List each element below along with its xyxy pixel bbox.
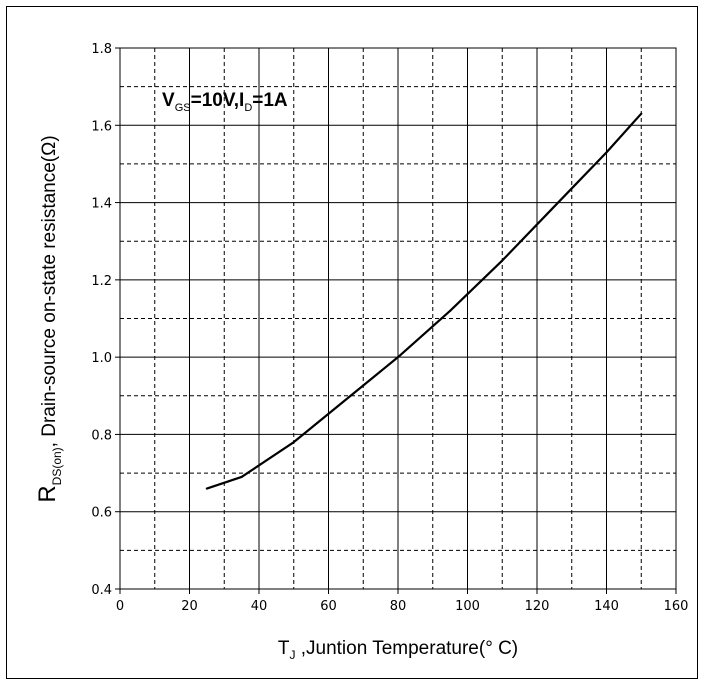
tick-labels: 0 20 40 60 80 100 120 140 160 0.4 0.6 0.8 1.0 1.2 1.4 1…: [91, 42, 688, 614]
x-tick-label: 20: [181, 599, 198, 614]
x-tick-label: 0: [116, 599, 124, 614]
annotation-i-rest: =1A: [252, 90, 288, 111]
x-tick-label: 100: [455, 599, 480, 614]
x-axis-label-sub: J: [289, 648, 295, 662]
y-tick-label: 1.6: [91, 119, 112, 134]
y-tick-label: 1.0: [91, 351, 112, 366]
x-tick-label: 60: [320, 599, 337, 614]
y-axis-label-main: R: [34, 485, 61, 502]
y-tick-label: 1.2: [91, 274, 112, 289]
y-axis-label-rest: , Drain-source on-state resistance(Ω): [39, 135, 60, 447]
x-tick-label: 160: [664, 599, 689, 614]
x-axis-label: TJ ,Juntion Temperature(° C): [278, 638, 518, 662]
series-line-rds-on: [205, 112, 643, 490]
x-tick-label: 140: [594, 599, 619, 614]
annotation-v-rest: =10V,I: [191, 90, 245, 111]
y-tick-label: 1.4: [91, 197, 112, 212]
x-axis-label-main: T: [278, 638, 290, 659]
y-tick-label: 1.8: [91, 42, 112, 57]
x-tick-label: 80: [390, 599, 407, 614]
plot-area-border: [119, 47, 677, 590]
y-tick-label: 0.8: [91, 428, 112, 443]
y-tick-label: 0.6: [91, 506, 112, 521]
y-axis-label-sub: DS(on): [50, 447, 64, 485]
annotation-v-sub: GS: [175, 102, 191, 114]
condition-annotation: VGS=10V,ID=1A: [162, 90, 288, 114]
grid: [115, 47, 677, 594]
chart-frame: [6, 6, 698, 679]
y-tick-label: 0.4: [91, 583, 112, 598]
annotation-i-sub: D: [244, 102, 252, 114]
x-tick-label: 120: [525, 599, 550, 614]
x-tick-label: 40: [251, 599, 268, 614]
y-axis-label: RDS(on), Drain-source on-state resistanc…: [34, 135, 64, 502]
x-axis-label-rest: ,Juntion Temperature(° C): [295, 638, 518, 659]
annotation-v: V: [162, 90, 175, 111]
